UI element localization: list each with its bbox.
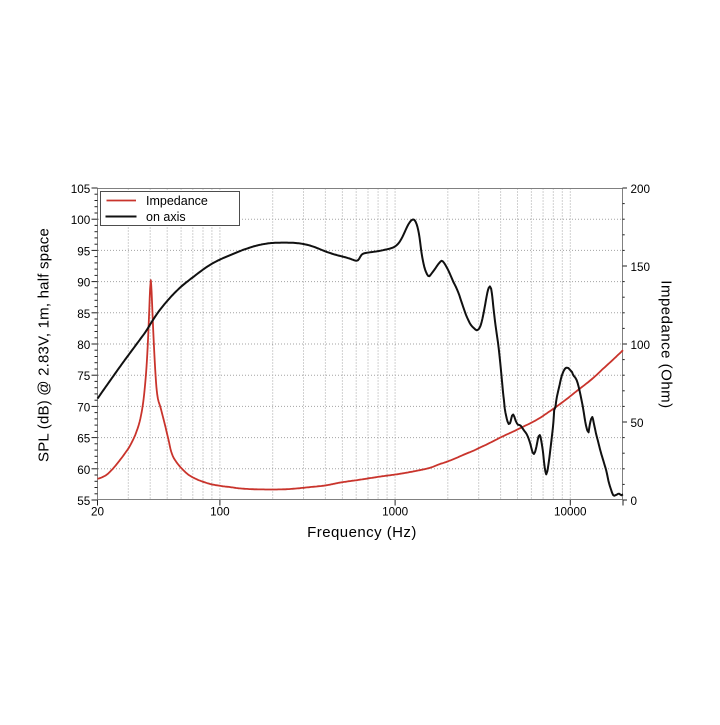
svg-text:65: 65 xyxy=(77,433,91,446)
svg-text:85: 85 xyxy=(77,308,91,321)
svg-text:20: 20 xyxy=(91,505,105,518)
svg-text:SPL (dB) @ 2.83V, 1m, half spa: SPL (dB) @ 2.83V, 1m, half space xyxy=(36,228,53,462)
svg-text:0: 0 xyxy=(631,495,638,508)
svg-text:Impedance (Ohm): Impedance (Ohm) xyxy=(658,280,675,408)
svg-text:150: 150 xyxy=(631,261,651,274)
svg-text:75: 75 xyxy=(77,370,91,383)
svg-text:60: 60 xyxy=(77,464,91,477)
svg-text:55: 55 xyxy=(77,495,91,508)
svg-text:50: 50 xyxy=(631,417,645,430)
svg-text:90: 90 xyxy=(77,277,91,290)
svg-text:Frequency (Hz): Frequency (Hz) xyxy=(307,524,417,541)
svg-text:70: 70 xyxy=(77,401,91,414)
svg-text:10000: 10000 xyxy=(554,505,587,518)
svg-text:1000: 1000 xyxy=(382,505,409,518)
svg-text:95: 95 xyxy=(77,245,91,258)
svg-text:105: 105 xyxy=(71,183,91,196)
svg-text:100: 100 xyxy=(631,339,651,352)
svg-text:Impedance: Impedance xyxy=(146,194,208,208)
svg-text:200: 200 xyxy=(631,183,651,196)
svg-text:on axis: on axis xyxy=(146,210,186,224)
svg-text:100: 100 xyxy=(71,214,91,227)
svg-text:80: 80 xyxy=(77,339,91,352)
svg-text:100: 100 xyxy=(210,505,230,518)
